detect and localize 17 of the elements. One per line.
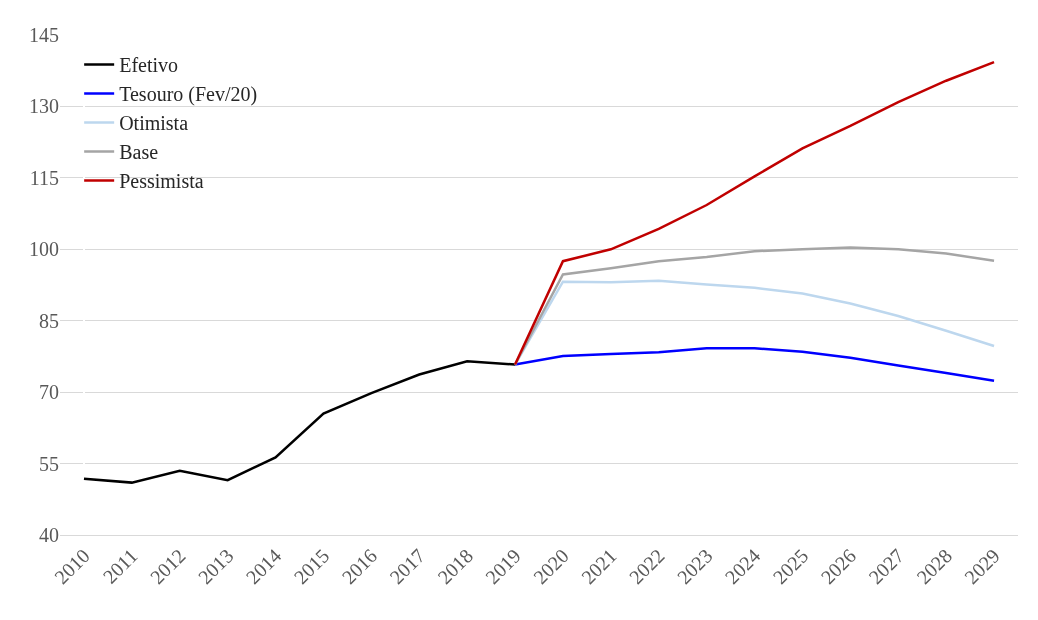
y-tick-label: 55 <box>39 452 59 475</box>
x-tick-label: 2011 <box>98 544 142 588</box>
y-tick-label: 70 <box>39 381 59 404</box>
legend-label: Tesouro (Fev/20) <box>119 83 258 107</box>
line-series <box>513 60 996 366</box>
legend-label: Efetivo <box>119 54 179 77</box>
line-series <box>513 347 996 382</box>
y-tick-label: 130 <box>29 95 59 118</box>
legend-label: Pessimista <box>119 170 204 193</box>
y-tick-label: 40 <box>39 524 59 546</box>
y-tick-label: 85 <box>39 309 59 332</box>
y-tick-label: 115 <box>29 166 59 189</box>
legend-label: Otimista <box>119 112 189 135</box>
y-tick-label: 145 <box>29 24 59 46</box>
y-tick-label: 100 <box>29 238 59 261</box>
legend-label: Base <box>119 141 159 164</box>
line-series <box>82 359 517 484</box>
